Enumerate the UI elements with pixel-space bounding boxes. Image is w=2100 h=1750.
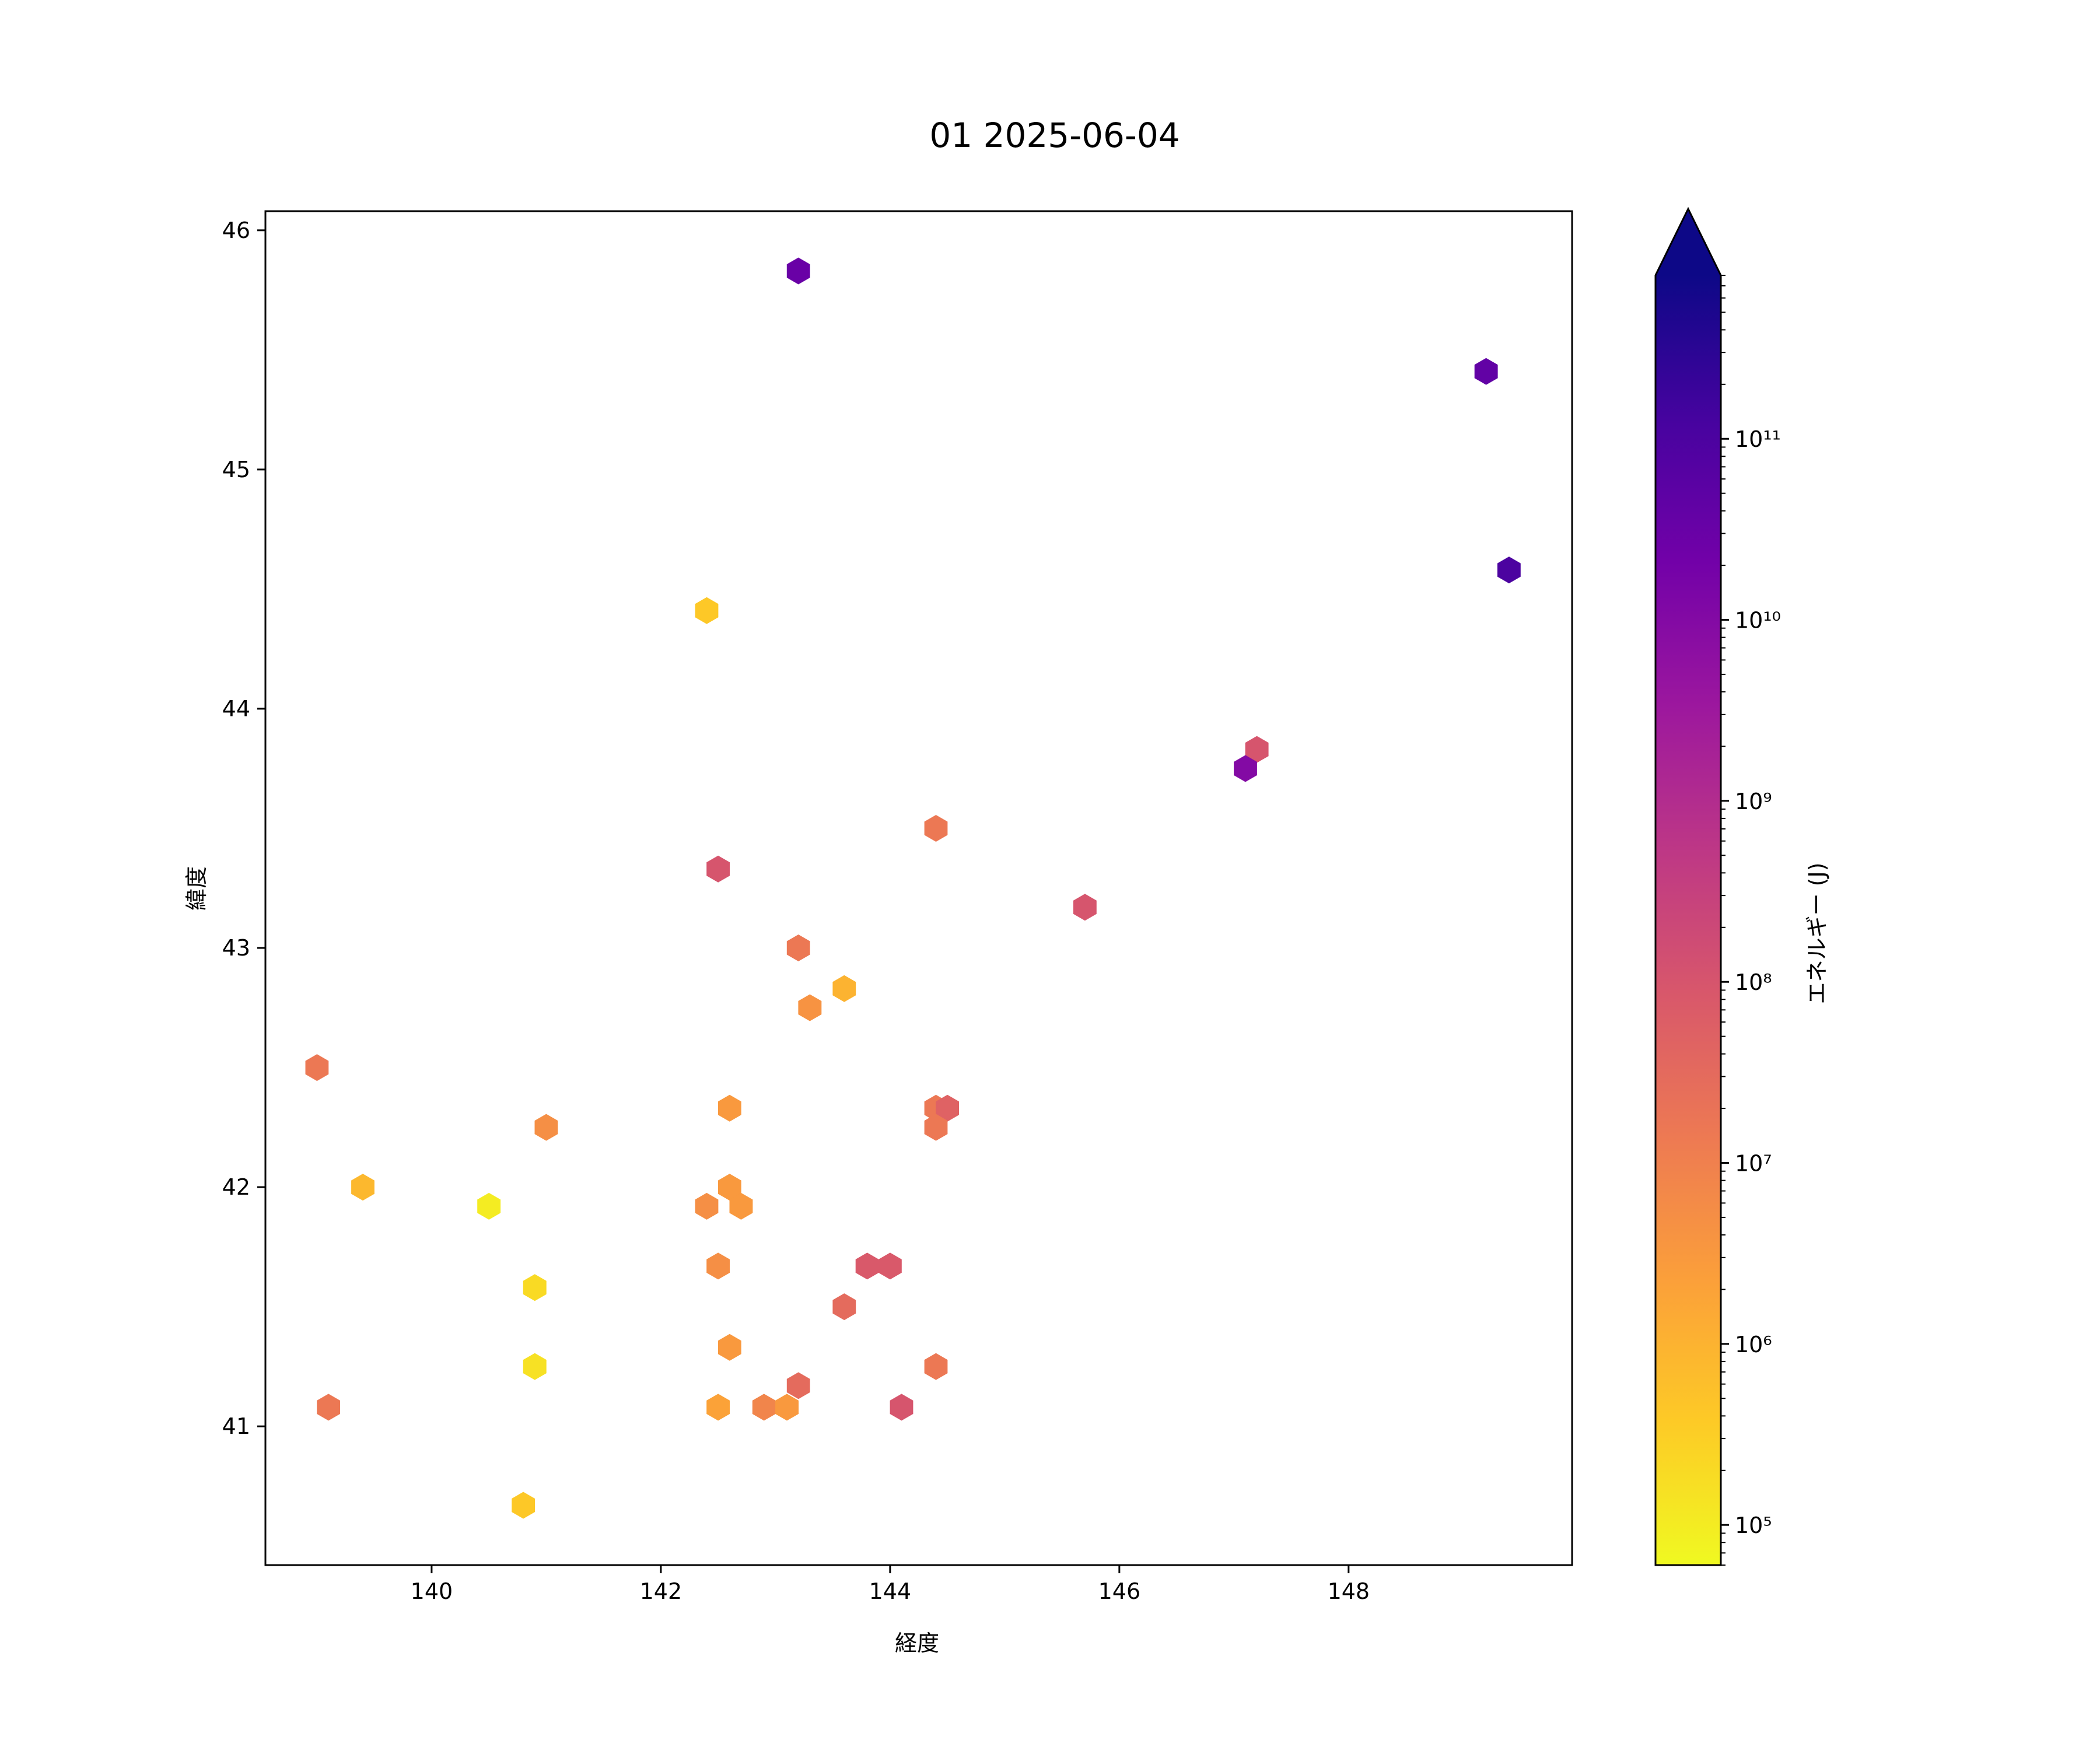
data-point-5	[1234, 755, 1257, 782]
colorbar-tick-label-1: 10⁶	[1735, 1332, 1772, 1357]
y-tick-label-0: 41	[222, 1413, 250, 1439]
data-point-4	[1245, 736, 1269, 763]
data-point-17	[534, 1114, 558, 1141]
data-point-16	[924, 1114, 948, 1141]
data-point-15	[936, 1094, 959, 1122]
data-point-3	[695, 597, 719, 624]
x-tick-label-1: 142	[640, 1578, 682, 1604]
colorbar-extend-arrow	[1656, 209, 1721, 275]
y-tick-label-2: 43	[222, 935, 250, 961]
colorbar-tick-label-6: 10¹¹	[1735, 426, 1781, 452]
y-tick-label-5: 46	[222, 218, 250, 243]
colorbar-tick-label-4: 10⁹	[1735, 789, 1772, 814]
y-tick-label-4: 45	[222, 457, 250, 482]
colorbar-frame	[1654, 206, 1722, 1566]
data-point-1	[1474, 358, 1498, 385]
data-point-6	[924, 815, 948, 842]
data-point-21	[729, 1192, 753, 1220]
plot-frame	[264, 210, 1573, 1566]
data-point-30	[924, 1353, 948, 1380]
data-point-11	[798, 994, 822, 1021]
plot-area	[264, 210, 1573, 1566]
data-point-34	[752, 1394, 776, 1421]
colorbar-tick-label-3: 10⁸	[1735, 970, 1772, 995]
data-point-9	[786, 935, 810, 961]
data-point-32	[317, 1394, 340, 1421]
y-tick-label-1: 42	[222, 1174, 250, 1200]
data-point-33	[706, 1394, 730, 1421]
x-tick-label-0: 140	[411, 1578, 453, 1604]
data-point-36	[890, 1394, 914, 1421]
colorbar-tick-label-5: 10¹⁰	[1735, 608, 1781, 634]
data-point-26	[523, 1274, 547, 1301]
colorbar-label: エネルギー (J)	[1804, 863, 1830, 1005]
data-point-19	[718, 1174, 741, 1201]
colorbar-tick-label-0: 10⁵	[1735, 1513, 1772, 1538]
chart-title: 01 2025-06-04	[929, 116, 1180, 155]
x-axis-label: 経度	[895, 1630, 939, 1656]
y-tick-label-3: 44	[222, 696, 250, 722]
data-point-7	[706, 855, 730, 883]
x-tick-label-4: 148	[1328, 1578, 1370, 1604]
data-point-10	[832, 975, 856, 1002]
x-axis: 140 142 144 146 148	[411, 1565, 1370, 1604]
data-point-18	[351, 1174, 374, 1201]
colorbar-tick-label-2: 10⁷	[1735, 1151, 1772, 1177]
y-axis-label: 緯度	[184, 866, 209, 911]
data-point-28	[718, 1334, 741, 1361]
data-point-22	[477, 1192, 501, 1220]
data-point-2	[1497, 556, 1521, 584]
data-point-35	[775, 1394, 799, 1421]
colorbar-gradient	[1656, 275, 1721, 1565]
data-point-24	[855, 1252, 879, 1280]
data-point-13	[718, 1094, 741, 1122]
data-point-27	[832, 1293, 856, 1321]
data-point-12	[305, 1054, 329, 1082]
data-point-29	[523, 1353, 547, 1380]
data-point-0	[786, 257, 810, 285]
x-tick-label-2: 144	[869, 1578, 912, 1604]
data-point-37	[512, 1492, 535, 1519]
data-point-25	[878, 1252, 902, 1280]
data-point-31	[786, 1372, 810, 1399]
data-point-23	[706, 1252, 730, 1280]
data-point-20	[695, 1192, 719, 1220]
data-point-8	[1073, 894, 1097, 921]
x-tick-label-3: 146	[1098, 1578, 1141, 1604]
colorbar: 10⁵ 10⁶ 10⁷ 10⁸ 10⁹ 10¹⁰ 10¹¹	[1654, 206, 1781, 1566]
y-axis: 41 42 43 44 45 46	[222, 218, 265, 1439]
